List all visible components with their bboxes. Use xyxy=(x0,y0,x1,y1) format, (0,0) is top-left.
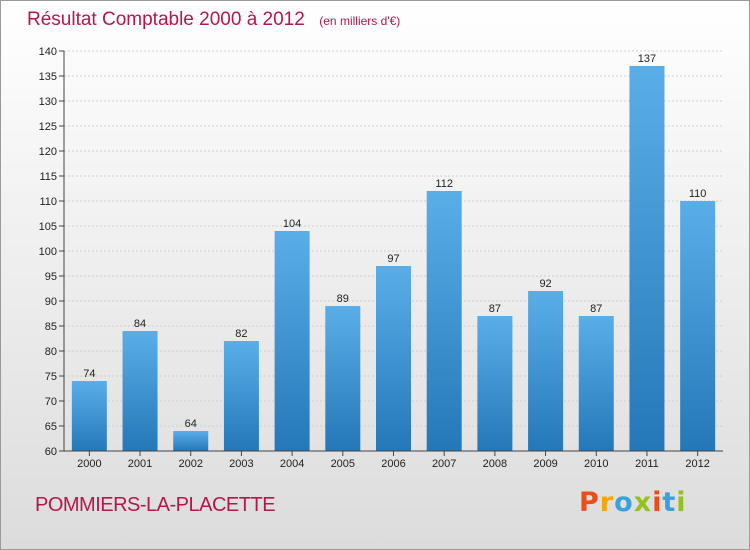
chart-subtitle: (en milliers d'€) xyxy=(319,14,401,28)
y-tick-label: 90 xyxy=(45,296,57,308)
bar xyxy=(680,201,716,451)
x-tick-label: 2009 xyxy=(533,458,557,470)
bar-value-label: 97 xyxy=(387,253,399,265)
bar-value-label: 87 xyxy=(590,303,602,315)
y-tick-label: 95 xyxy=(45,271,57,283)
y-tick-label: 70 xyxy=(45,396,57,408)
x-tick-label: 2001 xyxy=(128,458,152,470)
bar xyxy=(173,431,209,451)
y-tick-label: 140 xyxy=(39,46,57,58)
bar-value-label: 87 xyxy=(489,303,501,315)
bar xyxy=(274,231,310,451)
x-tick-label: 2003 xyxy=(229,458,253,470)
y-tick-label: 80 xyxy=(45,346,57,358)
y-tick-label: 120 xyxy=(39,146,57,158)
bar-value-label: 89 xyxy=(337,293,349,305)
logo-letter: i xyxy=(652,487,663,518)
bar-value-label: 82 xyxy=(235,328,247,340)
bar xyxy=(528,291,564,451)
bar-value-label: 64 xyxy=(185,418,197,430)
bar xyxy=(325,306,361,451)
y-tick-label: 125 xyxy=(39,121,57,133)
x-tick-label: 2008 xyxy=(483,458,507,470)
x-tick-label: 2000 xyxy=(77,458,101,470)
bar xyxy=(578,316,614,451)
x-tick-label: 2007 xyxy=(432,458,456,470)
x-tick-label: 2006 xyxy=(381,458,405,470)
bar xyxy=(629,66,665,451)
logo-letter: o xyxy=(614,487,634,518)
y-tick-label: 85 xyxy=(45,321,57,333)
y-tick-label: 100 xyxy=(39,246,57,258)
bar xyxy=(426,191,462,451)
bar xyxy=(376,266,411,451)
bar-value-label: 104 xyxy=(283,218,301,230)
bar xyxy=(477,316,513,451)
logo-letter: r xyxy=(599,487,615,518)
chart-title-block: Résultat Comptable 2000 à 2012 (en milli… xyxy=(27,9,400,31)
proxiti-logo: Proxiti xyxy=(579,487,687,518)
place-name: POMMIERS-LA-PLACETTE xyxy=(35,494,276,516)
logo-letter: i xyxy=(676,487,687,518)
x-tick-label: 2011 xyxy=(635,458,659,470)
logo-letter: x xyxy=(633,487,653,518)
bar-value-label: 110 xyxy=(689,188,707,200)
y-tick-label: 110 xyxy=(39,196,57,208)
y-tick-label: 105 xyxy=(39,221,57,233)
x-tick-label: 2005 xyxy=(331,458,355,470)
bar-value-label: 92 xyxy=(539,278,551,290)
y-tick-label: 60 xyxy=(45,446,57,458)
logo-letter: t xyxy=(662,487,677,518)
x-tick-label: 2010 xyxy=(584,458,608,470)
y-tick-label: 65 xyxy=(45,421,57,433)
bar xyxy=(71,381,107,451)
bar xyxy=(223,341,259,451)
bar-value-label: 137 xyxy=(638,53,656,65)
x-tick-label: 2002 xyxy=(178,458,202,470)
y-tick-label: 115 xyxy=(39,171,57,183)
y-tick-label: 75 xyxy=(45,371,57,383)
chart-title: Résultat Comptable 2000 à 2012 xyxy=(27,9,305,30)
bar-value-label: 112 xyxy=(435,178,453,190)
logo-letter: P xyxy=(579,487,600,518)
x-tick-label: 2012 xyxy=(685,458,709,470)
y-tick-label: 135 xyxy=(39,71,57,83)
bar xyxy=(122,331,158,451)
x-tick-label: 2004 xyxy=(280,458,304,470)
bar-value-label: 84 xyxy=(134,318,146,330)
y-tick-label: 130 xyxy=(39,96,57,108)
bar-value-label: 74 xyxy=(83,368,95,380)
